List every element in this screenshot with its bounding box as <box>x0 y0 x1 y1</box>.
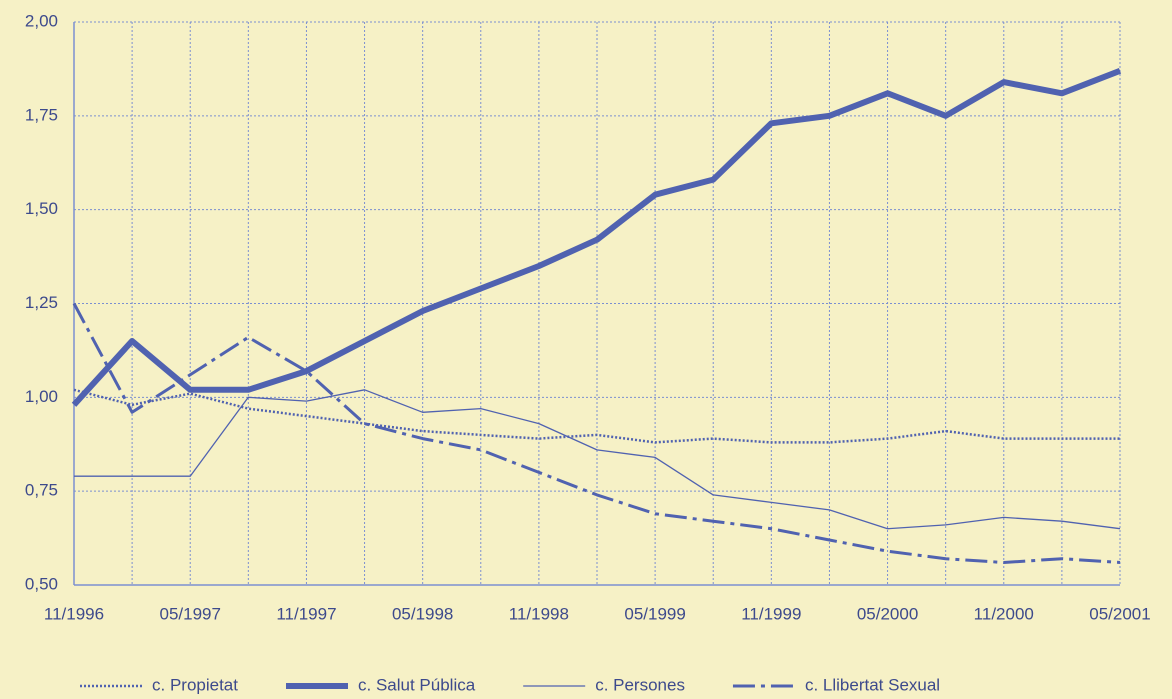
x-tick-label: 05/1997 <box>159 604 220 623</box>
x-tick-label: 11/2000 <box>974 604 1034 623</box>
legend-label: c. Persones <box>595 675 685 694</box>
y-tick-label: 0,75 <box>25 481 58 500</box>
x-tick-label: 11/1998 <box>509 604 569 623</box>
x-tick-label: 05/1999 <box>624 604 685 623</box>
data-line <box>73 388 1120 444</box>
y-tick-label: 0,50 <box>25 574 58 593</box>
data-line <box>74 389 1121 530</box>
legend-label: c. Llibertat Sexual <box>805 675 940 694</box>
x-tick-label: 05/1998 <box>392 604 453 623</box>
legend-label: c. Propietat <box>152 675 238 694</box>
data-line <box>72 302 1121 564</box>
legend-label: c. Salut Pública <box>358 675 476 694</box>
y-tick-label: 1,50 <box>25 199 58 218</box>
x-tick-label: 05/2001 <box>1089 604 1150 623</box>
y-tick-label: 1,25 <box>25 293 58 312</box>
x-tick-label: 05/2000 <box>857 604 918 623</box>
x-tick-label: 11/1999 <box>741 604 801 623</box>
data-line <box>71 68 1122 407</box>
y-tick-label: 1,75 <box>25 105 58 124</box>
x-tick-label: 11/1996 <box>44 604 104 623</box>
y-tick-label: 1,00 <box>25 387 58 406</box>
y-tick-label: 2,00 <box>25 11 58 30</box>
x-tick-label: 11/1997 <box>276 604 336 623</box>
